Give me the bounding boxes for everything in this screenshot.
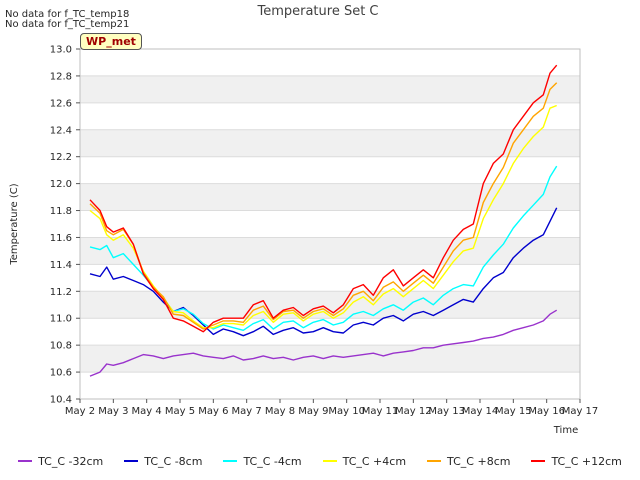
x-tick-label: May 9 [298,406,328,417]
series-line-tc-c-12cm [89,64,558,333]
x-tick-label: May 6 [198,406,228,417]
grid-band [80,75,580,103]
y-axis-label: Temperature (C) [9,183,20,265]
x-axis-label: Time [553,425,578,436]
legend-swatch [322,460,337,462]
y-tick-label: 13.0 [50,45,72,56]
y-tick-label: 11.8 [50,206,72,217]
y-tick-label: 11.2 [50,287,72,298]
y-tick-label: 12.0 [50,179,72,190]
x-tick-label: May 3 [98,406,128,417]
legend-item: TC_C -8cm [124,452,202,470]
x-tick-label: May 15 [495,406,532,417]
x-tick-label: May 7 [232,406,262,417]
legend-label: TC_C -32cm [38,454,104,468]
x-tick-label: May 17 [562,406,599,417]
grid-band [80,345,580,373]
wp-met-badge: WP_met [80,33,142,50]
series-line-tc-c-8cm [89,82,558,330]
y-tick-label: 12.8 [50,71,72,82]
y-tick-label: 12.4 [50,125,72,136]
grid-band [80,183,580,211]
series-line-tc-c-32cm [89,309,558,377]
x-tick-label: May 10 [328,406,365,417]
legend-item: TC_C +8cm [427,452,510,470]
grid-band [80,291,580,319]
x-tick-label: May 5 [165,406,195,417]
x-tick-label: May 14 [462,406,499,417]
x-tick-label: May 12 [395,406,432,417]
legend-swatch [223,460,238,462]
legend-label: TC_C +4cm [342,454,407,468]
legend-label: TC_C +12cm [551,454,622,468]
chart-legend: TC_C -32cm TC_C -8cm TC_C -4cm TC_C +4cm TC_… [0,452,640,470]
y-tick-label: 10.6 [50,368,72,379]
y-tick-label: 12.6 [50,98,72,109]
legend-label: TC_C -8cm [144,454,203,468]
y-tick-label: 11.4 [50,260,72,271]
y-tick-label: 12.2 [50,152,72,163]
legend-item: TC_C -4cm [223,452,302,470]
legend-label: TC_C -4cm [243,454,302,468]
y-tick-label: 10.8 [50,341,72,352]
legend-item: TC_C -32cm [18,452,103,470]
x-tick-label: May 4 [132,406,162,417]
legend-swatch [124,460,139,462]
x-tick-label: May 2 [65,406,95,417]
x-tick-label: May 8 [265,406,295,417]
legend-item: TC_C +4cm [322,452,407,470]
legend-item: TC_C +12cm [531,452,622,470]
x-tick-label: May 11 [362,406,399,417]
y-tick-label: 10.4 [50,395,72,406]
legend-swatch [18,460,33,462]
legend-swatch [427,460,442,462]
y-tick-label: 11.0 [50,314,72,325]
chart-title: Temperature Set C [256,4,378,19]
x-tick-label: May 16 [528,406,565,417]
no-data-note: No data for f_TC_temp21 [5,19,130,30]
x-tick-label: May 13 [428,406,465,417]
y-tick-label: 11.6 [50,233,72,244]
legend-swatch [531,460,546,462]
no-data-note: No data for f_TC_temp18 [5,9,130,20]
plot-frame [79,48,581,400]
series-line-tc-c-8cm [89,207,558,337]
grid-band [80,129,580,157]
legend-label: TC_C +8cm [447,454,511,468]
